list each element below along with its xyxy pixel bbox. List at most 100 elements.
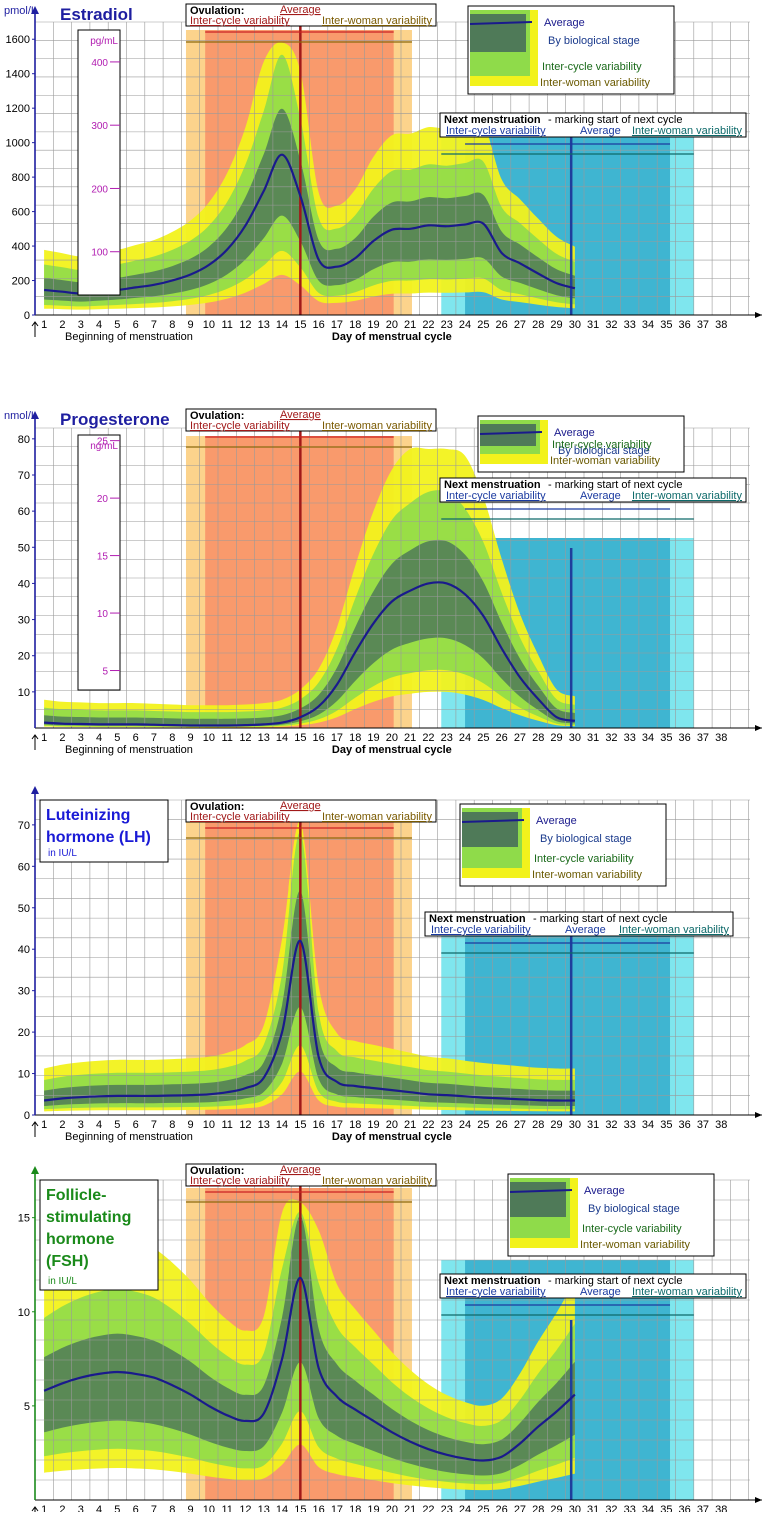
y-tick-label: 30 [18, 615, 30, 627]
x-tick-label: 17 [331, 1504, 343, 1512]
x-tick-label: 5 [114, 319, 120, 331]
x-tick-label: 15 [294, 1119, 306, 1131]
x-tick-label: 25 [477, 1504, 489, 1512]
ovulation-title: Ovulation: [190, 801, 244, 813]
next-menstruation-title: Next menstruation [429, 913, 526, 925]
next-menstruation-inter-cycle-label: Inter-cycle variability [446, 490, 546, 502]
x-tick-label: 23 [441, 1504, 453, 1512]
x-tick-label: 4 [96, 319, 102, 331]
ovulation-average-label: Average [280, 1164, 321, 1176]
x-tick-label: 10 [203, 319, 215, 331]
y-axis-arrow [31, 411, 39, 419]
legend-biological-label: By biological stage [540, 833, 632, 845]
title-box [39, 799, 169, 863]
legend-average-label: Average [536, 815, 577, 827]
y-tick-label: 10 [18, 687, 30, 699]
x-tick-label: 19 [367, 732, 379, 744]
legend-inter-woman-label: Inter-woman variability [550, 455, 661, 467]
x-tick-label: 24 [459, 1504, 471, 1512]
x-axis-arrow [755, 312, 762, 318]
x-tick-label: 7 [151, 1504, 157, 1512]
x-tick-label: 23 [441, 319, 453, 331]
x-tick-label: 29 [550, 1504, 562, 1512]
x-tick-label: 33 [624, 732, 636, 744]
x-tick-label: 9 [187, 1119, 193, 1131]
secondary-tick-label: 400 [91, 58, 108, 69]
secondary-tick-label: 5 [102, 667, 108, 678]
chart-title-line: (FSH) [46, 1253, 89, 1270]
ovulation-header-box [185, 3, 437, 27]
x-tick-label: 33 [624, 1504, 636, 1512]
x-tick-label: 14 [276, 1119, 288, 1131]
x-tick-label: 37 [697, 319, 709, 331]
x-tick-label: 3 [78, 1504, 84, 1512]
x-tick-label: 5 [114, 1504, 120, 1512]
y-tick-label: 70 [18, 470, 30, 482]
x-tick-label: 32 [605, 732, 617, 744]
next-menstruation-inter-cycle-label: Inter-cycle variability [446, 1286, 546, 1298]
x-tick-label: 4 [96, 732, 102, 744]
next-menstruation-box: Next menstruation - marking start of nex… [424, 911, 734, 954]
x-tick-label: 29 [550, 1119, 562, 1131]
x-tick-label: 16 [313, 319, 325, 331]
x-tick-label: 11 [221, 319, 232, 331]
x-tick-label: 32 [605, 1504, 617, 1512]
secondary-tick-label: 20 [97, 494, 109, 505]
ovulation-inter-woman-label: Inter-woman variability [322, 15, 433, 27]
y-tick-label: 60 [18, 506, 30, 518]
x-tick-label: 13 [258, 732, 270, 744]
x-tick-label: 8 [169, 319, 175, 331]
x-tick-label: 31 [587, 732, 599, 744]
y-axis-unit: pmol/L [4, 5, 37, 17]
legend-inter-woman-label: Inter-woman variability [532, 869, 643, 881]
secondary-tick-label: 15 [97, 552, 109, 563]
y-tick-label: 60 [18, 861, 30, 873]
x-tick-label: 19 [367, 1504, 379, 1512]
x-tick-label: 25 [477, 319, 489, 331]
next-menstruation-inter-cycle-label: Inter-cycle variability [431, 924, 531, 936]
next-menstruation-box: Next menstruation - marking start of nex… [439, 477, 747, 520]
y-tick-label: 800 [12, 172, 30, 184]
beginning-label: Beginning of menstruation [65, 1131, 193, 1143]
x-tick-label: 36 [679, 1504, 691, 1512]
chart-title-line: hormone [46, 1231, 115, 1248]
next-menstruation-average-label: Average [580, 1286, 621, 1298]
y-tick-label: 50 [18, 903, 30, 915]
x-tick-label: 17 [331, 732, 343, 744]
ovulation-average-label: Average [280, 409, 321, 421]
legend-swatch-biological [462, 812, 518, 847]
y-tick-label: 10 [18, 1307, 30, 1319]
x-tick-label: 9 [187, 1504, 193, 1512]
x-tick-label: 12 [239, 1119, 251, 1131]
y-tick-label: 40 [18, 578, 30, 590]
ovulation-inter-woman-label: Inter-woman variability [322, 811, 433, 823]
y-axis-unit: in IU/L [48, 1276, 77, 1287]
x-tick-label: 21 [404, 732, 416, 744]
ovulation-inter-cycle-label: Inter-cycle variability [190, 15, 290, 27]
next-menstruation-average-label: Average [565, 924, 606, 936]
y-tick-label: 50 [18, 542, 30, 554]
x-tick-label: 22 [422, 732, 434, 744]
y-tick-label: 1600 [6, 34, 30, 46]
x-tick-label: 38 [715, 1504, 727, 1512]
x-tick-label: 3 [78, 1119, 84, 1131]
y-tick-label: 600 [12, 207, 30, 219]
x-tick-label: 10 [203, 1119, 215, 1131]
secondary-tick-label: 100 [91, 248, 108, 259]
secondary-axis-label: ng/mL [90, 441, 118, 452]
x-tick-label: 24 [459, 319, 471, 331]
y-tick-label: 1000 [6, 138, 30, 150]
x-tick-label: 18 [349, 319, 361, 331]
x-tick-label: 6 [133, 1504, 139, 1512]
x-tick-label: 4 [96, 1504, 102, 1512]
x-tick-label: 2 [59, 1504, 65, 1512]
x-tick-label: 13 [258, 1119, 270, 1131]
chart-title: Estradiol [60, 5, 133, 24]
x-tick-label: 23 [441, 1119, 453, 1131]
legend-swatch-average [469, 21, 533, 25]
next-menstruation-header-box [439, 112, 747, 138]
